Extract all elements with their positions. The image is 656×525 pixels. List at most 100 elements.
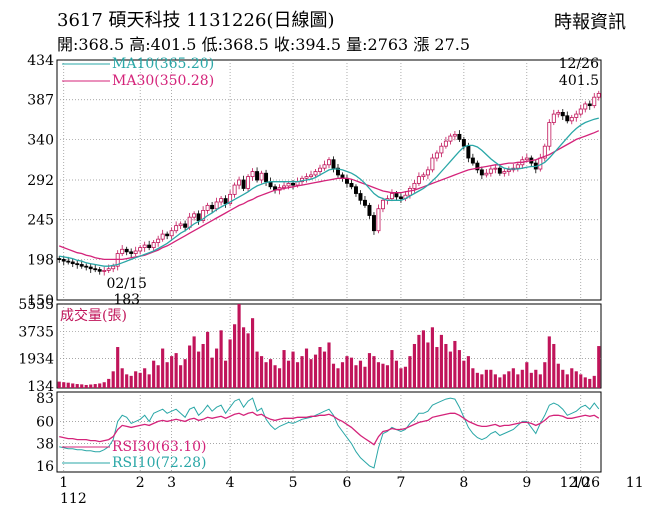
rsi-legend-label: RSI30(63.10) [112, 439, 206, 455]
rsi-panel-frame [56, 391, 602, 473]
volume-bar [143, 368, 147, 388]
candle-body [237, 179, 242, 186]
x-tick-label: 5 [289, 475, 298, 491]
candle-body [264, 172, 269, 183]
volume-bar [597, 346, 601, 388]
candle-body [551, 113, 556, 123]
candle-body [443, 140, 448, 147]
volume-bar [250, 318, 255, 388]
volume-tick-label: 1934 [18, 352, 54, 368]
rsi-tick-label: 83 [36, 391, 54, 407]
x-start-year-label: 112 [60, 491, 87, 507]
price-tick-label: 387 [27, 93, 54, 109]
volume-bar [376, 362, 381, 388]
volume-bar [134, 371, 138, 388]
candle-body [430, 157, 435, 171]
candle-body [201, 210, 206, 221]
volume-bar [322, 351, 327, 388]
volume-bar [588, 378, 592, 388]
candle-body [79, 264, 84, 267]
volume-bar [349, 357, 354, 388]
volume-bar [282, 350, 286, 388]
volume-bar [224, 360, 228, 388]
volume-bar [421, 330, 425, 388]
last-date-label: 12/26 [559, 56, 599, 72]
candle-body [66, 260, 71, 263]
volume-bar [313, 354, 318, 388]
volume-bar [228, 339, 232, 388]
volume-bar [102, 382, 106, 388]
candle-body [214, 201, 219, 210]
candle-body [88, 266, 93, 270]
candle-body [156, 238, 161, 243]
rsi30-line [59, 411, 600, 446]
candle-body [416, 176, 421, 184]
candle-body [583, 103, 588, 110]
x-tick-label: 3 [167, 475, 176, 491]
candle-body [133, 250, 138, 254]
volume-bar [538, 374, 542, 388]
candle-body [255, 171, 260, 181]
candle-body [178, 223, 183, 227]
volume-bar [399, 368, 403, 388]
volume-bar [197, 351, 201, 388]
candle-body [61, 259, 66, 262]
volume-bar [291, 351, 295, 388]
volume-bar [390, 350, 394, 388]
candle-body [282, 185, 287, 189]
volume-tick-label: 134 [27, 379, 54, 395]
candle-body [183, 223, 188, 228]
volume-tick-label: 5535 [18, 297, 54, 313]
candle-body [304, 176, 309, 179]
candle-body [556, 111, 561, 115]
candle-body [151, 242, 156, 249]
volume-bar [525, 362, 529, 388]
candle-body [57, 258, 62, 260]
volume-bar [511, 368, 515, 388]
volume-bar [426, 342, 430, 388]
candle-body [259, 172, 264, 181]
volume-bar [561, 369, 565, 388]
volume-bar [502, 374, 506, 388]
volume-bar [453, 340, 457, 388]
volume-bar [188, 345, 192, 388]
volume-bar [116, 347, 120, 388]
volume-bar [125, 374, 129, 388]
volume-bar [138, 372, 142, 388]
volume-bar [367, 353, 372, 388]
volume-bar [475, 372, 479, 388]
candle-body [147, 244, 152, 249]
volume-bar [435, 347, 439, 388]
volume-bar [430, 327, 434, 388]
ma30-line [58, 130, 600, 261]
candle-body [291, 182, 296, 186]
candle-body [497, 167, 502, 174]
price-tick-label: 340 [27, 132, 54, 148]
volume-bar [516, 374, 520, 388]
candle-body [309, 174, 313, 178]
candle-body [367, 204, 372, 216]
candle-body [502, 171, 507, 174]
candle-body [452, 133, 457, 137]
volume-bar [412, 343, 416, 388]
candle-body [448, 135, 453, 142]
volume-bar [98, 383, 102, 388]
volume-bar [570, 368, 574, 388]
candle-body [560, 111, 565, 117]
volume-bar [71, 383, 75, 388]
candle-body [488, 168, 493, 174]
candle-body [587, 103, 592, 107]
candle-body [466, 145, 471, 159]
candle-body [97, 269, 102, 272]
candle-body [412, 182, 417, 189]
candle-body [336, 167, 340, 176]
candle-body [84, 265, 89, 268]
volume-bar [66, 382, 70, 388]
volume-bar [179, 365, 183, 388]
candle-body [174, 225, 179, 232]
candle-body [327, 159, 331, 166]
x-tick-label: 9 [522, 475, 531, 491]
rsi-tick-label: 38 [36, 437, 54, 453]
volume-bar [259, 356, 264, 388]
